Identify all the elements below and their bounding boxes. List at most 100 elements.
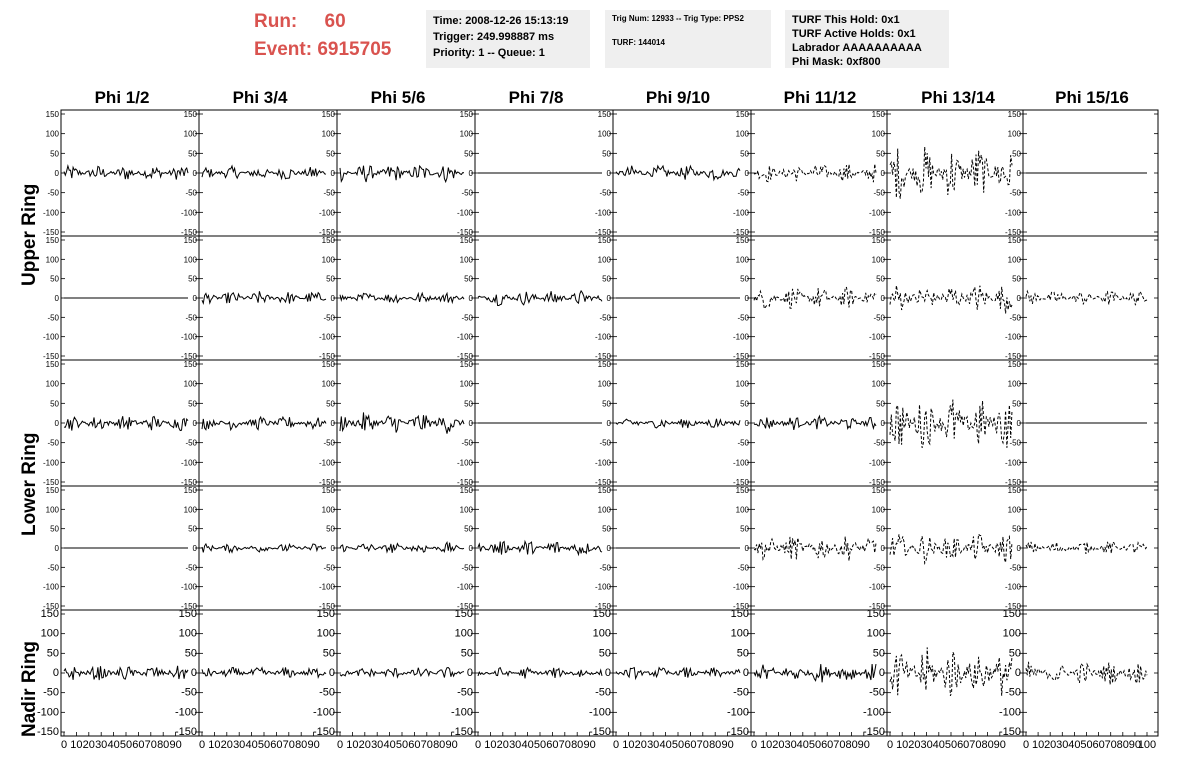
- column-header-7: Phi 13/14: [921, 88, 995, 107]
- x-tick-label: 0: [337, 739, 343, 751]
- y-tick-label: -50: [873, 439, 885, 448]
- y-tick-label: 100: [41, 628, 59, 640]
- y-tick-label: -150: [1005, 228, 1022, 237]
- column-header-6: Phi 11/12: [783, 88, 857, 107]
- y-tick-label: -150: [869, 352, 886, 361]
- y-tick-label: 150: [1003, 608, 1021, 620]
- y-tick-label: -100: [869, 458, 886, 467]
- waveform-trace: [201, 291, 327, 305]
- y-tick-label: -50: [733, 687, 749, 699]
- y-tick-label: -100: [595, 583, 612, 592]
- trig-num-text: Trig Num: 12933 -- Trig Type: PPS2: [612, 14, 744, 23]
- column-header-8: Phi 15/16: [1055, 88, 1129, 107]
- y-tick-label: 0: [469, 544, 474, 553]
- y-tick-label: -50: [1005, 687, 1021, 699]
- x-tick-label: 50: [120, 739, 132, 751]
- y-tick-label: 100: [1008, 255, 1022, 264]
- y-tick-label: 50: [876, 399, 885, 408]
- waveform-trace: [615, 164, 741, 182]
- x-tick-label: 100: [1138, 739, 1156, 751]
- y-tick-label: -150: [595, 228, 612, 237]
- y-tick-label: -100: [457, 333, 474, 342]
- y-tick-label: -50: [47, 563, 59, 572]
- y-tick-label: 50: [188, 275, 197, 284]
- waveform-trace: [1025, 289, 1148, 306]
- x-tick-label: 70: [1105, 739, 1117, 751]
- y-tick-label: 0: [607, 169, 612, 178]
- y-tick-label: 150: [593, 608, 611, 620]
- y-tick-label: 150: [41, 608, 59, 620]
- y-tick-label: -50: [873, 563, 885, 572]
- y-tick-label: 0: [53, 667, 59, 679]
- waveform-trace: [201, 542, 327, 554]
- y-tick-label: 100: [867, 628, 885, 640]
- y-tick-label: -100: [313, 706, 335, 718]
- y-tick-label: -100: [1005, 208, 1022, 217]
- y-tick-label: -50: [461, 439, 473, 448]
- x-tick-label: 20: [772, 739, 784, 751]
- y-tick-label: 100: [736, 130, 750, 139]
- panel-frame: [1022, 609, 1159, 737]
- y-tick-label: -150: [37, 726, 59, 738]
- y-tick-label: -100: [869, 583, 886, 592]
- y-tick-label: 150: [736, 360, 750, 369]
- y-tick-label: 100: [736, 505, 750, 514]
- y-tick-label: -150: [733, 352, 750, 361]
- y-tick-label: 100: [1008, 505, 1022, 514]
- y-tick-label: 0: [329, 667, 335, 679]
- x-tick-label: 60: [408, 739, 420, 751]
- y-tick-label: 150: [460, 360, 474, 369]
- waveform-trace: [339, 164, 465, 184]
- x-tick-label: 0: [887, 739, 893, 751]
- y-tick-label: 0: [881, 169, 886, 178]
- y-tick-label: 0: [881, 294, 886, 303]
- y-tick-label: -100: [319, 583, 336, 592]
- y-tick-label: -100: [43, 458, 60, 467]
- priority-text: Priority: 1 -- Queue: 1: [433, 47, 545, 59]
- x-tick-label: 50: [1080, 739, 1092, 751]
- x-tick-label: 80: [709, 739, 721, 751]
- y-tick-label: 150: [731, 608, 749, 620]
- y-tick-label: -100: [43, 208, 60, 217]
- y-tick-label: -100: [999, 706, 1021, 718]
- y-tick-label: -100: [1005, 458, 1022, 467]
- waveform-trace: [889, 146, 1013, 199]
- y-tick-label: -100: [733, 208, 750, 217]
- y-tick-label: 50: [876, 149, 885, 158]
- y-tick-label: -100: [175, 706, 197, 718]
- x-tick-label: 80: [845, 739, 857, 751]
- y-tick-label: 150: [460, 110, 474, 119]
- x-tick-label: 90: [583, 739, 595, 751]
- y-tick-label: 100: [872, 380, 886, 389]
- y-tick-label: 100: [46, 255, 60, 264]
- y-tick-label: 150: [460, 236, 474, 245]
- y-tick-label: -150: [319, 352, 336, 361]
- x-tick-label: 60: [546, 739, 558, 751]
- y-tick-label: -50: [457, 687, 473, 699]
- x-tick-label: 0: [199, 739, 205, 751]
- x-tick-label: 90: [858, 739, 870, 751]
- y-tick-label: 150: [872, 360, 886, 369]
- y-tick-label: -100: [181, 458, 198, 467]
- y-tick-label: 150: [184, 360, 198, 369]
- x-tick-label: 20: [83, 739, 95, 751]
- x-tick-label: 40: [107, 739, 119, 751]
- y-tick-label: -50: [737, 563, 749, 572]
- y-tick-label: 0: [191, 667, 197, 679]
- y-tick-label: 150: [317, 608, 335, 620]
- y-tick-label: -50: [461, 563, 473, 572]
- y-tick-label: 50: [602, 399, 611, 408]
- x-tick-label: 20: [908, 739, 920, 751]
- panel-frame: [886, 485, 1024, 611]
- y-tick-label: 150: [736, 110, 750, 119]
- y-tick-label: -50: [323, 189, 335, 198]
- y-tick-label: -150: [863, 726, 885, 738]
- waveform-trace: [615, 418, 741, 429]
- y-tick-label: -50: [47, 313, 59, 322]
- y-tick-label: 50: [873, 647, 885, 659]
- y-tick-label: -150: [181, 478, 198, 487]
- y-tick-label: 100: [46, 505, 60, 514]
- y-tick-label: -150: [595, 478, 612, 487]
- y-tick-label: 50: [740, 525, 749, 534]
- y-tick-label: 150: [184, 236, 198, 245]
